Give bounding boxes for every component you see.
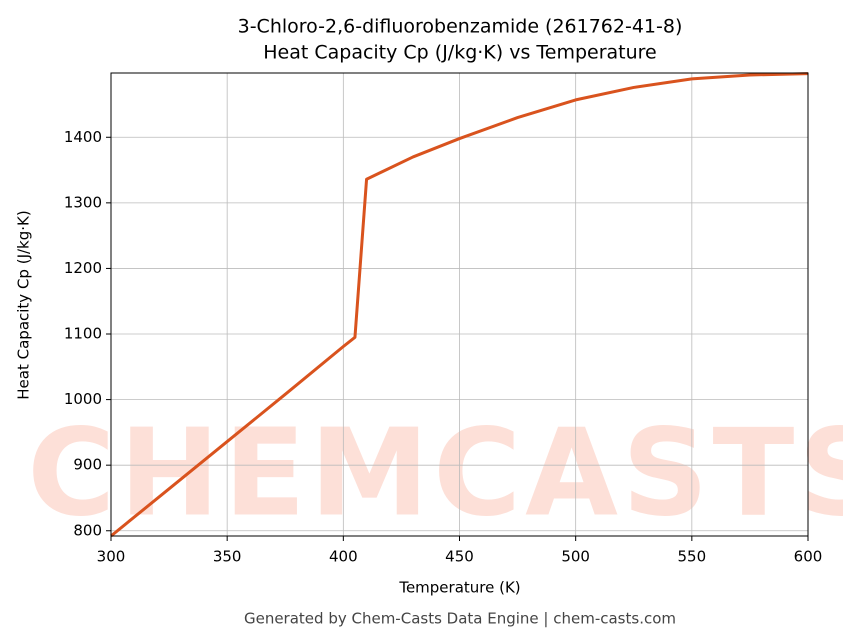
footer: Generated by Chem-Casts Data Engine | ch… xyxy=(244,610,676,628)
y-tick-label: 800 xyxy=(73,521,102,539)
x-tick-label: 600 xyxy=(794,548,823,566)
plot-frame xyxy=(110,72,809,537)
y-tick-label: 1000 xyxy=(64,390,102,408)
y-tick-label: 1400 xyxy=(64,128,102,146)
x-tick-label: 350 xyxy=(213,548,242,566)
y-axis-label: Heat Capacity Cp (J/kg·K) xyxy=(15,210,33,399)
data-line xyxy=(110,72,809,538)
x-tick-label: 300 xyxy=(97,548,126,566)
x-axis-label: Temperature (K) xyxy=(398,579,520,597)
x-tick-label: 550 xyxy=(678,548,707,566)
y-tick-label: 900 xyxy=(73,456,102,474)
y-tick-label: 1200 xyxy=(64,259,102,277)
y-tick-label: 1100 xyxy=(64,325,102,343)
chart-title: 3-Chloro-2,6-difluorobenzamide (261762-4… xyxy=(238,16,683,38)
watermark: CHEMCASTS xyxy=(27,405,843,544)
x-tick-label: 500 xyxy=(561,548,590,566)
x-tick-label: 400 xyxy=(329,548,358,566)
y-tick-label: 1300 xyxy=(64,193,102,211)
chart-subtitle: Heat Capacity Cp (J/kg·K) vs Temperature xyxy=(263,42,657,64)
x-tick-label: 450 xyxy=(445,548,474,566)
